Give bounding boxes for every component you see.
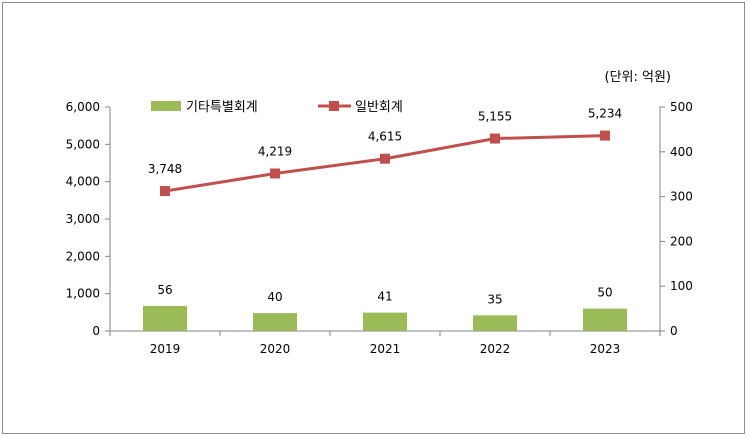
bar-data-label: 41	[377, 290, 392, 304]
left-axis-tick-label: 3,000	[66, 212, 100, 226]
line-data-label: 5,234	[588, 107, 622, 121]
bar	[473, 315, 517, 331]
line-marker	[490, 133, 500, 144]
right-axis-tick-label: 300	[670, 190, 693, 204]
left-axis-tick-label: 6,000	[66, 100, 100, 114]
legend-marker-sample	[329, 101, 339, 111]
right-axis-tick-label: 0	[670, 324, 678, 338]
legend-label-line: 일반회계	[355, 100, 403, 115]
bar-data-label: 40	[267, 290, 282, 304]
axes-layer: 0 1,000 2,000 3,000 4,000 5,000 6,000 0 100 200 30…	[66, 100, 693, 356]
left-axis-tick-label: 5,000	[66, 137, 100, 151]
right-axis-tick-label: 100	[670, 279, 693, 293]
labels-layer: 56 40 41 35 50 3,748 4,219 4,615 5,155 5,234	[148, 107, 622, 307]
line-data-label: 4,615	[368, 130, 402, 144]
right-axis-tick-label: 500	[670, 100, 693, 114]
legend-swatch-bar	[151, 101, 181, 111]
x-axis-tick-label: 2020	[260, 342, 291, 356]
left-axis-tick-label: 4,000	[66, 175, 100, 189]
right-axis-tick-label: 200	[670, 234, 693, 248]
right-axis-tick-label: 400	[670, 145, 693, 159]
line-marker	[160, 186, 170, 197]
unit-label: (단위: 억원)	[605, 70, 672, 85]
x-axis-tick-label: 2021	[370, 342, 401, 356]
line-marker	[600, 130, 610, 141]
left-axis-tick-label: 0	[92, 324, 100, 338]
bar	[253, 313, 297, 331]
legend: 기타특별회계 일반회계	[151, 100, 403, 115]
line-data-label: 4,219	[258, 144, 292, 158]
x-axis-tick-label: 2023	[590, 342, 621, 356]
left-axis-tick-label: 1,000	[66, 287, 100, 301]
bar	[143, 305, 187, 331]
bars-layer	[143, 305, 627, 331]
line-layer	[160, 130, 610, 197]
x-axis-tick-label: 2019	[150, 342, 181, 356]
chart-frame: 0 1,000 2,000 3,000 4,000 5,000 6,000 0 100 200 30…	[2, 2, 745, 434]
line-data-label: 5,155	[478, 110, 512, 124]
chart-svg: 0 1,000 2,000 3,000 4,000 5,000 6,000 0 100 200 30…	[66, 70, 693, 356]
line-data-label: 3,748	[148, 162, 182, 176]
bar-data-label: 50	[597, 286, 612, 300]
line-marker	[380, 153, 390, 164]
bar	[363, 312, 407, 331]
bar-data-label: 35	[487, 292, 502, 306]
bar-data-label: 56	[157, 283, 172, 297]
x-axis-tick-label: 2022	[480, 342, 511, 356]
line-marker	[270, 168, 280, 179]
bar	[583, 308, 627, 331]
legend-label-bar: 기타특별회계	[186, 100, 258, 115]
left-axis-tick-label: 2,000	[66, 249, 100, 263]
